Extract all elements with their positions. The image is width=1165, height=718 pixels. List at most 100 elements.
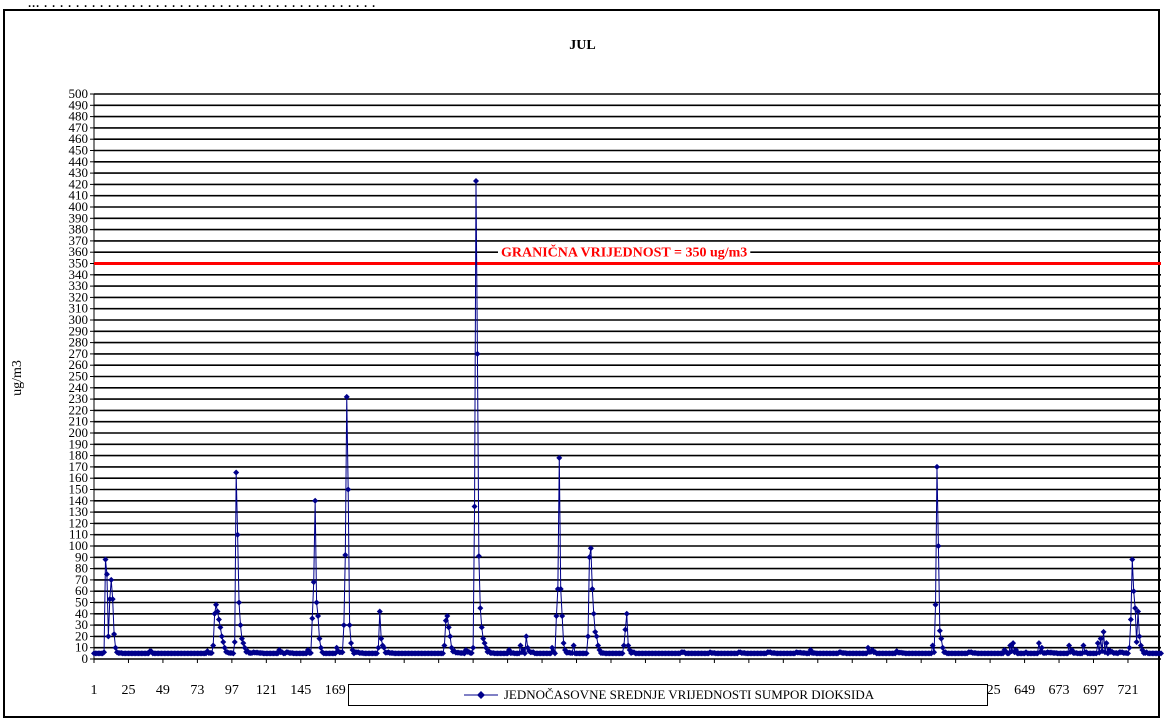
y-tick-label: 470 xyxy=(69,120,89,135)
x-tick-label: 1 xyxy=(91,683,98,698)
data-point xyxy=(340,622,347,629)
data-point xyxy=(309,615,316,622)
data-point xyxy=(932,601,939,608)
data-point xyxy=(931,649,938,656)
data-point xyxy=(560,640,567,647)
data-point xyxy=(587,545,594,552)
data-point xyxy=(1100,628,1107,635)
data-point xyxy=(517,642,524,649)
data-point xyxy=(1066,642,1073,649)
data-point xyxy=(339,649,346,656)
y-tick-label: 430 xyxy=(69,165,89,180)
data-point xyxy=(1132,605,1139,612)
data-point xyxy=(592,628,599,635)
y-tick-label: 400 xyxy=(69,199,89,214)
data-point xyxy=(481,640,488,647)
y-tick-label: 170 xyxy=(69,459,89,474)
x-tick-label: 25 xyxy=(121,683,135,698)
data-point xyxy=(343,393,350,400)
data-point xyxy=(231,639,238,646)
chart-title: JUL xyxy=(569,38,596,53)
data-point xyxy=(346,622,353,629)
y-tick-label: 80 xyxy=(75,561,88,576)
data-point xyxy=(586,554,593,561)
data-point xyxy=(312,497,319,504)
threshold-label-background xyxy=(498,242,751,262)
data-point xyxy=(315,613,322,620)
data-point xyxy=(220,639,227,646)
y-tick-label: 120 xyxy=(69,515,89,530)
data-point xyxy=(444,613,451,620)
y-tick-label: 30 xyxy=(75,617,88,632)
y-tick-label: 190 xyxy=(69,436,89,451)
legend-series-marker xyxy=(463,691,498,699)
data-point xyxy=(375,644,382,651)
legend-series-label: JEDNOČASOVNE SREDNJE VRIJEDNOSTI SUMPOR … xyxy=(503,687,875,702)
data-point xyxy=(593,633,600,640)
y-tick-label: 0 xyxy=(82,651,89,666)
data-point xyxy=(214,608,221,615)
y-tick-label: 20 xyxy=(75,628,88,643)
data-point xyxy=(557,585,564,592)
data-point xyxy=(1097,635,1104,642)
data-point xyxy=(101,649,108,656)
y-tick-label: 200 xyxy=(69,425,89,440)
y-tick-label: 70 xyxy=(75,572,88,587)
data-point xyxy=(935,543,942,549)
threshold-label: GRANIČNA VRIJEDNOST = 350 ug/m3 xyxy=(501,244,747,261)
y-tick-label: 370 xyxy=(69,233,89,248)
data-point xyxy=(108,576,115,583)
y-tick-label: 410 xyxy=(69,188,89,203)
chart-legend: JEDNOČASOVNE SREDNJE VRIJEDNOSTI SUMPOR … xyxy=(348,684,988,706)
threshold-line-group: GRANIČNA VRIJEDNOST = 350 ug/m3 xyxy=(94,242,1161,265)
y-tick-label: 500 xyxy=(69,86,89,101)
data-point xyxy=(237,622,244,629)
data-point xyxy=(103,571,110,578)
x-tick-label: 73 xyxy=(190,683,204,698)
data-point xyxy=(523,633,530,640)
data-point xyxy=(933,463,940,470)
data-point xyxy=(936,627,943,634)
y-tick-label: 420 xyxy=(69,176,89,191)
y-tick-label: 150 xyxy=(69,482,89,497)
data-point xyxy=(111,631,118,638)
data-point xyxy=(938,635,945,642)
data-point xyxy=(102,556,109,563)
data-point xyxy=(1158,650,1164,657)
y-tick-label: 250 xyxy=(69,369,89,384)
data-point xyxy=(590,610,597,617)
data-point xyxy=(1038,644,1045,651)
y-tick-label: 310 xyxy=(69,301,89,316)
data-point xyxy=(1133,639,1140,646)
chart-grid xyxy=(94,93,1161,660)
data-point xyxy=(1137,642,1144,649)
data-point xyxy=(471,503,478,510)
y-tick-label: 280 xyxy=(69,335,89,350)
data-point xyxy=(583,650,590,657)
y-tick-label: 40 xyxy=(75,606,88,621)
data-point xyxy=(348,640,355,647)
y-tick-label: 270 xyxy=(69,346,89,361)
data-point xyxy=(1080,642,1087,649)
data-point xyxy=(233,469,240,476)
data-point xyxy=(215,616,222,623)
data-point xyxy=(218,633,225,640)
data-point xyxy=(234,531,241,538)
y-tick-label: 160 xyxy=(69,470,89,485)
data-point xyxy=(316,635,323,642)
data-point xyxy=(1103,640,1110,647)
data-point xyxy=(475,553,482,560)
data-point xyxy=(556,454,563,461)
data-point xyxy=(210,642,217,649)
data-point xyxy=(381,644,388,651)
data-point xyxy=(378,635,385,642)
y-tick-label: 490 xyxy=(69,97,89,112)
data-point xyxy=(1135,608,1142,615)
x-tick-label: 673 xyxy=(1049,683,1070,698)
data-point xyxy=(470,644,477,651)
y-tick-label: 350 xyxy=(69,256,89,271)
data-point xyxy=(478,624,485,631)
data-point xyxy=(477,605,484,612)
y-tick-label: 380 xyxy=(69,222,89,237)
data-point xyxy=(1124,650,1131,657)
